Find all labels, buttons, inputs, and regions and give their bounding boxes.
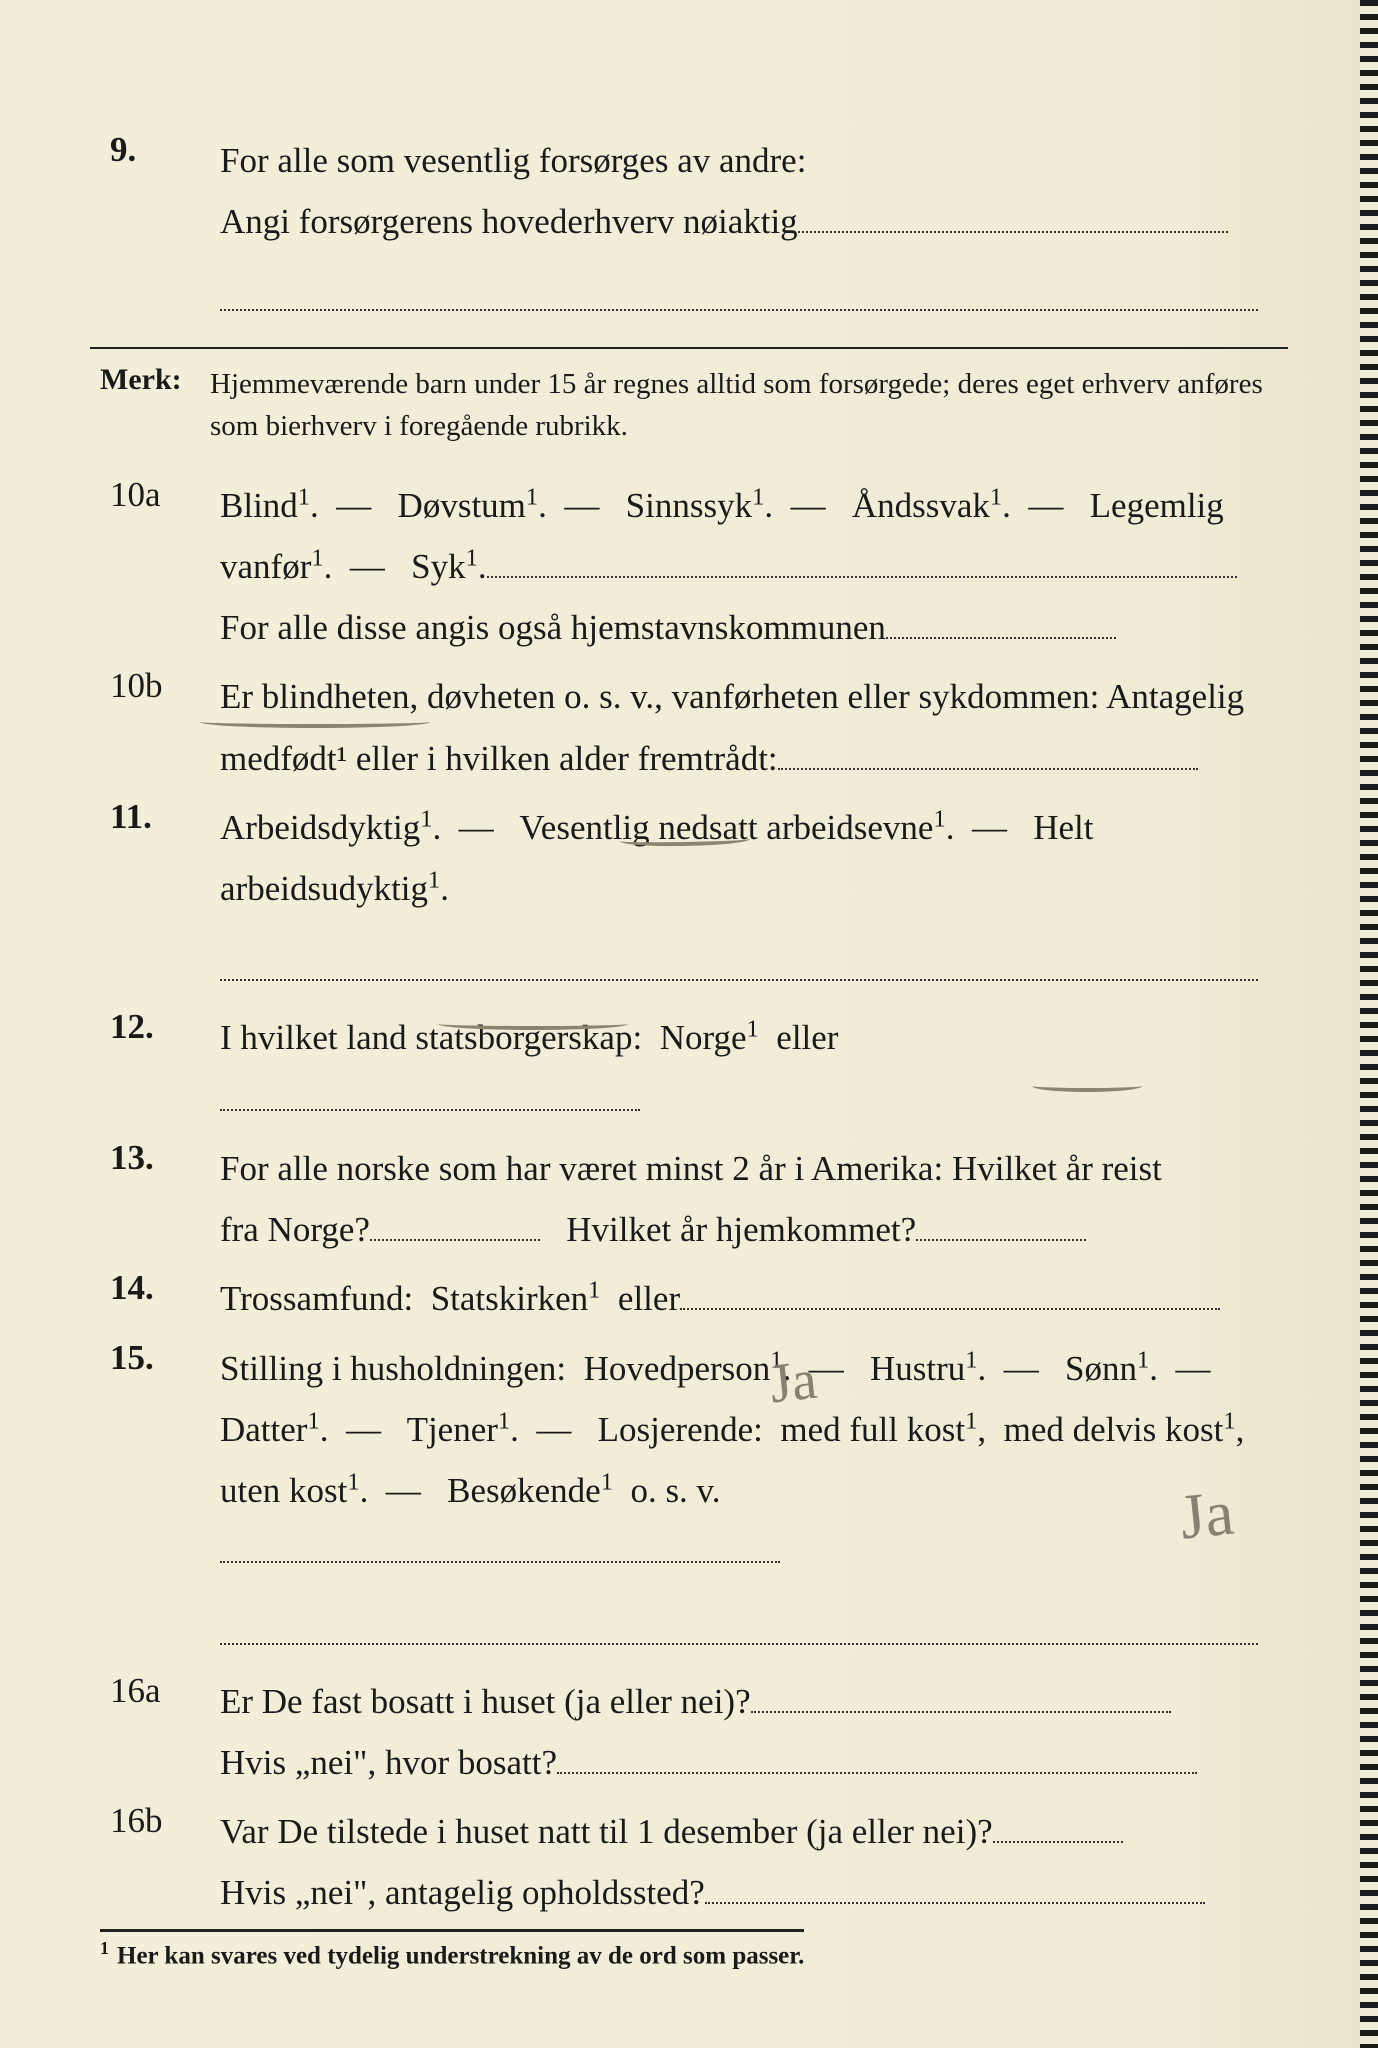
fill-line[interactable] xyxy=(778,733,1198,770)
q15-content: Stilling i husholdningen: Hovedperson1. … xyxy=(220,1338,1288,1663)
fill-line[interactable] xyxy=(751,1676,1171,1713)
handwritten-answer-16b: Ja xyxy=(1176,1475,1237,1554)
q9-line1: For alle som vesentlig forsørges av andr… xyxy=(220,141,806,180)
opt-besokende: Besøkende xyxy=(447,1471,601,1510)
q11-content: Arbeidsdyktig1. — Vesentlig nedsatt arbe… xyxy=(220,797,1288,1000)
census-form-page: 9. For alle som vesentlig forsørges av a… xyxy=(0,0,1378,2048)
q10a-line3: For alle disse angis også hjemstavnskomm… xyxy=(220,608,886,647)
opt-full-kost: med full kost xyxy=(780,1410,965,1449)
fill-line[interactable] xyxy=(220,1074,640,1111)
q10b-line2: medfødt¹ eller i hvilken alder fremtrådt… xyxy=(220,739,778,778)
question-9: 9. For alle som vesentlig forsørges av a… xyxy=(90,130,1288,329)
fill-line-full[interactable] xyxy=(220,1613,1258,1645)
fill-line[interactable] xyxy=(798,196,1228,233)
opt-tjener: Tjener xyxy=(407,1410,498,1449)
q14-number: 14. xyxy=(90,1268,220,1308)
q13-number: 13. xyxy=(90,1138,220,1178)
handwritten-answer-16a: Ja xyxy=(767,1348,820,1417)
opt-blind: Blind xyxy=(220,486,298,525)
fill-line-full[interactable] xyxy=(220,279,1258,311)
underline-statskirken xyxy=(438,1018,628,1030)
footnote-text: Her kan svares ved tydelig understreknin… xyxy=(117,1942,804,1969)
fill-line[interactable] xyxy=(916,1204,1086,1241)
opt-arbeidsdyktig: Arbeidsdyktig xyxy=(220,808,420,847)
q16b-content: Var De tilstede i huset natt til 1 desem… xyxy=(220,1801,1288,1924)
divider xyxy=(90,347,1288,349)
question-16a: 16a Er De fast bosatt i huset (ja eller … xyxy=(90,1671,1288,1794)
opt-delvis-kost: med delvis kost xyxy=(1004,1410,1224,1449)
q13-line2a: fra Norge? xyxy=(220,1210,370,1249)
q12-eller: eller xyxy=(776,1018,838,1057)
q12-content: I hvilket land statsborgerskap: Norge1 e… xyxy=(220,1007,1288,1130)
q16a-line2: Hvis „nei", hvor bosatt? xyxy=(220,1743,557,1782)
q13-content: For alle norske som har været minst 2 år… xyxy=(220,1138,1288,1261)
fill-line[interactable] xyxy=(370,1204,540,1241)
opt-statskirken: Statskirken xyxy=(431,1279,588,1318)
fill-line[interactable] xyxy=(487,541,1237,578)
q13-line2b: Hvilket år hjemkommet? xyxy=(566,1210,916,1249)
question-11: 11. Arbeidsdyktig1. — Vesentlig nedsatt … xyxy=(90,797,1288,1000)
question-10b: 10b Er blindheten, døvheten o. s. v., va… xyxy=(90,666,1288,789)
q16a-content: Er De fast bosatt i huset (ja eller nei)… xyxy=(220,1671,1288,1794)
q12-number: 12. xyxy=(90,1007,220,1047)
fill-line[interactable] xyxy=(993,1806,1123,1843)
footnote: 1 Her kan svares ved tydelig understrekni… xyxy=(100,1929,804,1970)
fill-line[interactable] xyxy=(680,1273,1220,1310)
q10b-number: 10b xyxy=(90,666,220,706)
q14-eller: eller xyxy=(618,1279,680,1318)
q13-line1: For alle norske som har været minst 2 år… xyxy=(220,1149,1162,1188)
opt-syk: Syk xyxy=(411,547,465,586)
merk-label: Merk: xyxy=(90,363,210,447)
question-14: 14. Trossamfund: Statskirken1 eller xyxy=(90,1268,1288,1329)
question-12: 12. I hvilket land statsborgerskap: Norg… xyxy=(90,1007,1288,1130)
q14-label: Trossamfund: xyxy=(220,1279,413,1318)
fill-line[interactable] xyxy=(220,1526,780,1563)
fill-line-full[interactable] xyxy=(220,949,1258,981)
q9-content: For alle som vesentlig forsørges av andr… xyxy=(220,130,1288,329)
q10a-content: Blind1. — Døvstum1. — Sinnssyk1. — Åndss… xyxy=(220,475,1288,659)
q15-label: Stilling i husholdningen: xyxy=(220,1349,566,1388)
question-13: 13. For alle norske som har været minst … xyxy=(90,1138,1288,1261)
opt-sonn: Sønn xyxy=(1065,1349,1137,1388)
question-16b: 16b Var De tilstede i huset natt til 1 d… xyxy=(90,1801,1288,1924)
fill-line[interactable] xyxy=(886,602,1116,639)
opt-norge: Norge xyxy=(660,1018,747,1057)
merk-text: Hjemmeværende barn under 15 år regnes al… xyxy=(210,363,1288,447)
opt-andssvak: Åndssvak xyxy=(852,486,990,525)
q15-number: 15. xyxy=(90,1338,220,1378)
opt-vanfor: vanfør xyxy=(220,547,311,586)
opt-datter: Datter xyxy=(220,1410,307,1449)
merk-note: Merk: Hjemmeværende barn under 15 år reg… xyxy=(90,363,1288,447)
q10a-number: 10a xyxy=(90,475,220,515)
opt-uten-kost: uten kost xyxy=(220,1471,347,1510)
opt-legemlig: Legemlig xyxy=(1090,486,1224,525)
q9-number: 9. xyxy=(90,130,220,170)
footnote-marker: 1 xyxy=(100,1938,109,1958)
q10b-line1: Er blindheten, døvheten o. s. v., vanfør… xyxy=(220,677,1244,716)
opt-dovstum: Døvstum xyxy=(398,486,526,525)
underline-arbeidsdyktig xyxy=(200,716,430,728)
q15-osv: o. s. v. xyxy=(630,1471,720,1510)
q16b-line1: Var De tilstede i huset natt til 1 desem… xyxy=(220,1812,993,1851)
q16b-line2: Hvis „nei", antagelig opholdssted? xyxy=(220,1873,705,1912)
q16b-number: 16b xyxy=(90,1801,220,1841)
opt-hustru: Hustru xyxy=(870,1349,965,1388)
q14-content: Trossamfund: Statskirken1 eller xyxy=(220,1268,1288,1329)
q9-line2: Angi forsørgerens hovederhverv nøiaktig xyxy=(220,202,798,241)
q15-losjerende: Losjerende: xyxy=(598,1410,763,1449)
q10b-content: Er blindheten, døvheten o. s. v., vanfør… xyxy=(220,666,1288,789)
opt-sinnssyk: Sinnssyk xyxy=(626,486,752,525)
q11-number: 11. xyxy=(90,797,220,837)
q16a-line1: Er De fast bosatt i huset (ja eller nei)… xyxy=(220,1682,751,1721)
perforated-edge xyxy=(1360,0,1378,2048)
q16a-number: 16a xyxy=(90,1671,220,1711)
opt-hovedperson: Hovedperson xyxy=(584,1349,771,1388)
underline-sonn xyxy=(1032,1080,1142,1092)
fill-line[interactable] xyxy=(557,1737,1197,1774)
question-10a: 10a Blind1. — Døvstum1. — Sinnssyk1. — Å… xyxy=(90,475,1288,659)
question-15: 15. Stilling i husholdningen: Hovedperso… xyxy=(90,1338,1288,1663)
fill-line[interactable] xyxy=(705,1867,1205,1904)
